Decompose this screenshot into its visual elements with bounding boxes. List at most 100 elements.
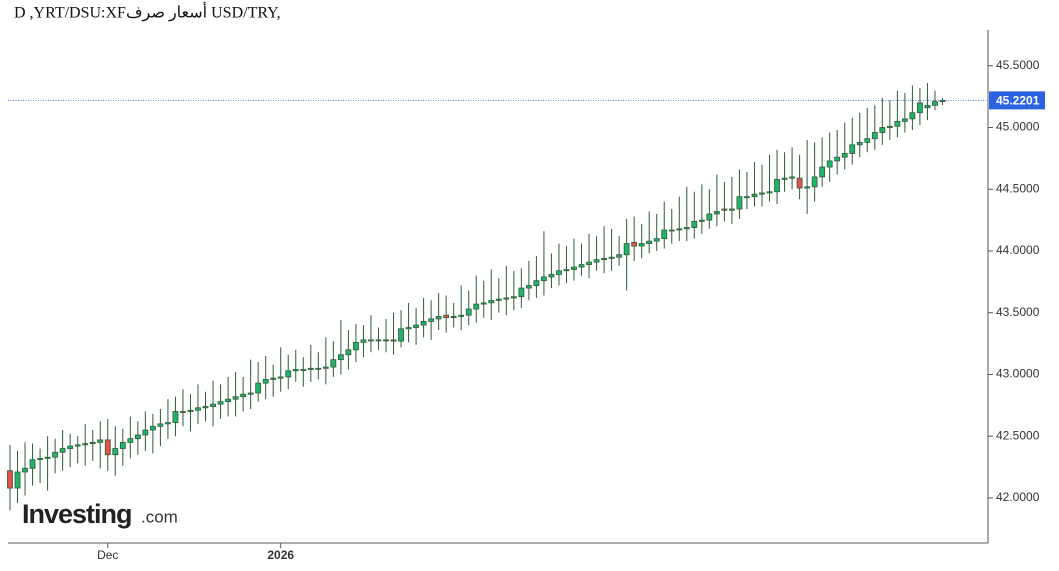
candle-body <box>698 219 705 222</box>
candle-body <box>345 349 352 356</box>
candle-body <box>413 324 419 328</box>
y-tick-label: 45.5000 <box>996 58 1040 72</box>
candle-body <box>849 144 856 154</box>
candle-body <box>533 280 540 286</box>
candle-body <box>428 318 435 322</box>
candle-body <box>277 376 284 379</box>
candle-body <box>157 423 164 427</box>
candle-body <box>571 266 577 270</box>
candle-body <box>285 370 292 378</box>
candle-body <box>247 392 254 395</box>
candle-body <box>405 327 412 330</box>
candle-body <box>82 443 89 446</box>
candle-body <box>578 264 585 268</box>
candle-body <box>458 314 465 317</box>
candle-body <box>390 339 397 342</box>
candle-body <box>811 176 818 188</box>
candle-body <box>172 411 179 424</box>
candle-body <box>127 438 134 443</box>
candle-body <box>586 261 592 265</box>
candle-body <box>14 471 21 489</box>
candle-body <box>59 448 66 453</box>
candle-body <box>924 104 931 109</box>
logo-suffix: .com <box>141 507 178 526</box>
candle-body <box>556 270 562 275</box>
candle-body <box>789 176 795 179</box>
candle-body <box>149 425 156 431</box>
candle-body <box>97 439 104 443</box>
candle-body <box>856 141 863 146</box>
candle-body <box>939 99 946 103</box>
y-tick-label: 45.0000 <box>996 120 1040 134</box>
candle-body <box>841 153 848 158</box>
candle-body <box>623 243 630 256</box>
candle-body <box>112 448 119 456</box>
candle-body <box>217 401 224 405</box>
last-price-box <box>989 91 1045 110</box>
candle-body <box>330 359 337 368</box>
candle-body <box>353 341 359 351</box>
candle-body <box>548 274 555 278</box>
candle-body <box>661 229 668 240</box>
candle-body <box>450 316 457 319</box>
candle-body <box>683 227 690 230</box>
candle-body <box>563 269 570 272</box>
candle-body <box>337 354 344 361</box>
candle-body <box>879 127 886 133</box>
candle-body <box>119 441 126 449</box>
candle-body <box>631 241 638 247</box>
candle-body <box>608 256 615 259</box>
candle-body <box>210 403 216 407</box>
candle-body <box>601 258 607 261</box>
candle-body <box>142 429 149 436</box>
candle-body <box>638 243 645 247</box>
y-tick-label: 42.0000 <box>996 490 1040 504</box>
y-tick-label: 43.5000 <box>996 305 1040 319</box>
y-tick-label: 44.0000 <box>996 243 1040 257</box>
candle-body <box>165 422 171 425</box>
candle-body <box>7 470 13 489</box>
candle-body <box>736 196 743 210</box>
candle-body <box>232 396 239 400</box>
candle-body <box>300 369 307 371</box>
candle-body <box>383 339 389 342</box>
candle-body <box>368 339 374 342</box>
candle-body <box>398 328 404 342</box>
candle-body <box>721 208 728 211</box>
candle-body <box>52 451 59 458</box>
candle-body <box>360 339 367 343</box>
candle-body <box>774 178 780 193</box>
candle-body <box>22 467 28 473</box>
candle-body <box>901 118 908 122</box>
candle-body <box>691 220 698 228</box>
candle-body <box>322 366 329 369</box>
candle-body <box>932 101 938 106</box>
candle-body <box>668 229 675 232</box>
x-tick-label: 2026 <box>267 548 294 562</box>
candle-body <box>255 382 262 394</box>
candle-body <box>37 458 43 461</box>
y-tick-label: 43.0000 <box>996 367 1040 381</box>
candle-body <box>488 299 495 304</box>
x-tick-label: Dec <box>97 548 118 562</box>
candle-body <box>744 196 750 199</box>
candle-body <box>480 302 487 305</box>
candle-body <box>713 211 720 215</box>
candle-body <box>307 367 314 370</box>
candle-body <box>67 445 74 449</box>
candle-body <box>796 177 803 189</box>
candle-body <box>315 367 322 370</box>
candle-body <box>503 297 510 300</box>
y-tick-label: 42.5000 <box>996 428 1040 442</box>
candle-body <box>729 208 735 211</box>
y-tick-label: 44.5000 <box>996 181 1040 195</box>
candle-body <box>781 177 788 180</box>
last-price-label: 45.2201 <box>996 94 1040 108</box>
candle-body <box>195 407 201 411</box>
candle-body <box>134 434 141 440</box>
candle-body <box>834 156 841 162</box>
candle-body <box>187 409 194 412</box>
candle-body <box>706 213 713 221</box>
